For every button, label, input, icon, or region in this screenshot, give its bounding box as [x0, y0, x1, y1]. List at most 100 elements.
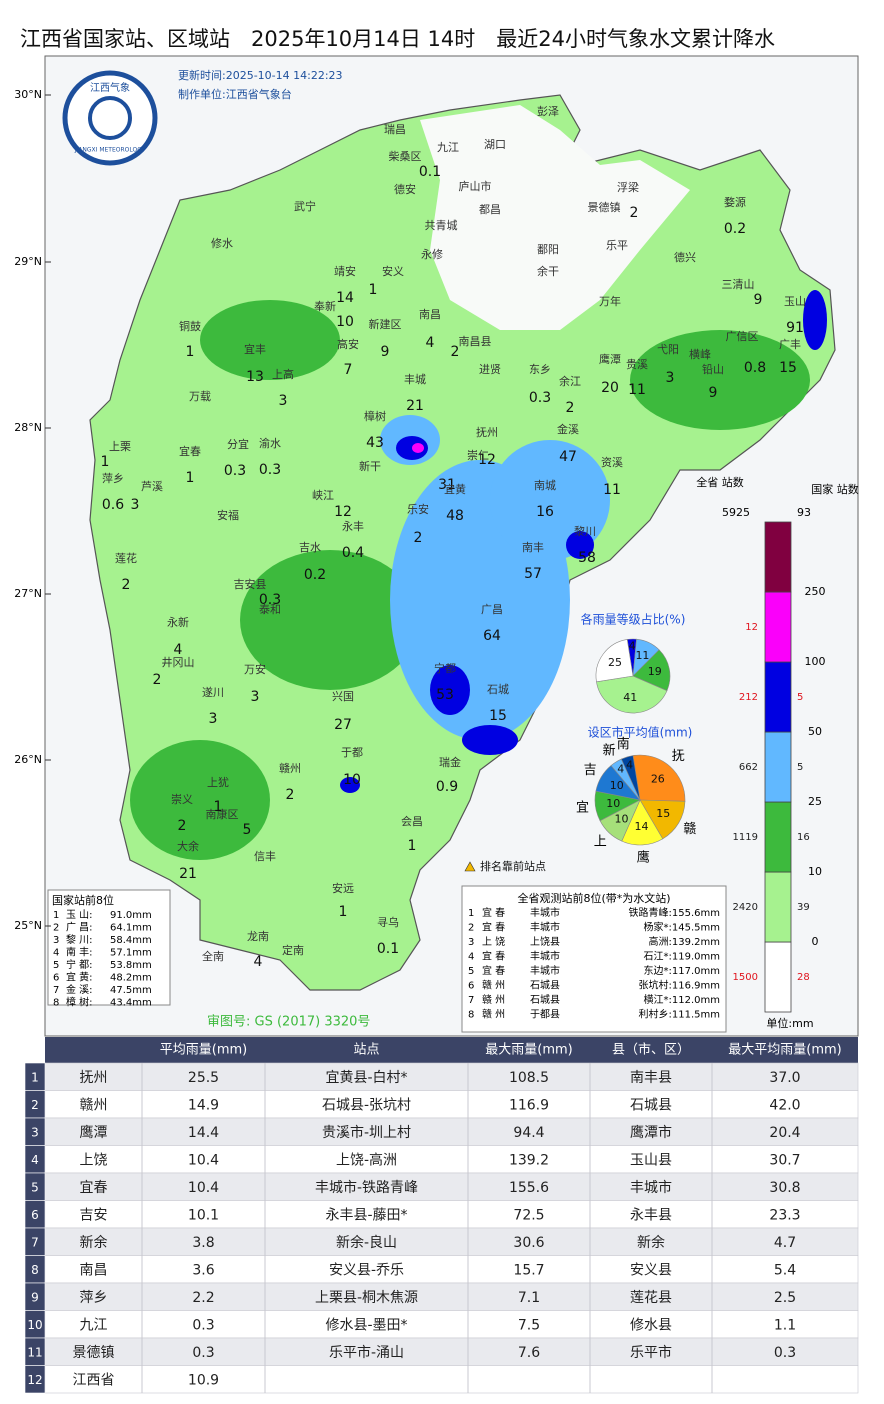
all-cell: 铁路青峰:155.6mm [629, 906, 720, 919]
rain-value: 11 [603, 482, 621, 498]
all-cell: 上 饶 [482, 935, 505, 948]
place-name: 井冈山 [162, 655, 195, 669]
logo-en: JIANGXI METEOROLOGY [74, 147, 146, 154]
national-cell: 4 [53, 948, 59, 959]
place-name: 铅山 [702, 362, 724, 376]
lat-label: 26°N [14, 753, 42, 766]
place-name: 婺源 [724, 195, 746, 209]
place-name: 永丰 [342, 519, 364, 533]
rain-value: 0.1 [377, 941, 399, 957]
rain-value: 3 [666, 370, 675, 386]
pie-value: 4 [629, 639, 636, 652]
rain-value: 2 [178, 818, 187, 834]
table-cell: 上饶 [80, 1152, 108, 1168]
review-number: 审图号: GS (2017) 3320号 [207, 1015, 370, 1030]
place-name: 宁都 [434, 661, 456, 675]
place-name: 鹰潭 [599, 352, 621, 366]
legend-national-header: 国家 站数 [811, 482, 859, 496]
all-cell: 6 [468, 981, 474, 992]
place-name: 新建区 [369, 317, 402, 331]
national-cell: 金 溪: [66, 983, 93, 996]
legend-national-count: 39 [797, 902, 810, 913]
place-name: 新干 [359, 459, 381, 473]
place-name: 万载 [189, 390, 211, 403]
pie-value: 19 [648, 665, 662, 678]
table-cell: 石城县-张坑村 [322, 1097, 411, 1113]
place-name: 萍乡 [102, 472, 124, 485]
legend-swatch [764, 591, 792, 663]
place-name: 广信区 [726, 330, 759, 343]
table-cell: 30.8 [769, 1180, 800, 1196]
place-name: 德安 [394, 182, 416, 196]
rain-value: 4 [174, 642, 183, 658]
pie-value: 25 [608, 656, 622, 669]
all-cell: 7 [468, 995, 474, 1006]
place-name: 莲花 [115, 552, 137, 565]
legend-swatch [764, 941, 792, 1013]
national-cell: 樟 树: [66, 996, 93, 1009]
table-row-bg [44, 1090, 859, 1119]
place-name: 乐平 [606, 239, 628, 252]
place-name: 南康区 [206, 807, 239, 821]
pie-value: 15 [656, 807, 670, 820]
rain-area [200, 300, 340, 380]
table-header-bg [45, 1037, 858, 1063]
table-cell: 7.1 [518, 1290, 540, 1306]
legend-threshold: 250 [805, 585, 826, 598]
place-name: 樟树 [364, 409, 386, 423]
place-name: 共青城 [425, 219, 458, 232]
logo-mark [88, 96, 132, 140]
map [89, 94, 836, 991]
place-name: 东乡 [529, 363, 551, 376]
all-cell: 1 [468, 908, 474, 919]
table: 平均雨量(mm) 站点 最大雨量(mm) 县（市、区） 最大平均雨量(mm)1 抚州 25.… [24, 1037, 859, 1394]
legend-swatch [764, 871, 792, 943]
rank-number: 5 [31, 1180, 39, 1194]
table-cell: 7.5 [518, 1317, 540, 1333]
place-name: 宜丰 [244, 342, 266, 356]
place-name: 靖安 [334, 264, 356, 278]
poyang-area [420, 105, 690, 330]
legend-unit: 单位:mm [766, 1016, 813, 1030]
rain-value: 0.1 [419, 164, 441, 180]
table-cell: 鹰潭 [80, 1124, 108, 1141]
table-header: 站点 [353, 1043, 379, 1058]
all-box [461, 885, 727, 1033]
place-name: 鄱阳 [537, 243, 559, 256]
rain-value: 31 [438, 477, 456, 493]
rain-value: 7 [344, 362, 353, 378]
national-cell: 48.2mm [110, 973, 152, 984]
all-cell: 宜 春 [482, 906, 505, 919]
table-cell: 1.1 [774, 1317, 796, 1333]
national-cell: 43.4mm [110, 998, 152, 1009]
place-name: 余干 [537, 264, 559, 278]
rain-value: 5 [243, 822, 252, 838]
rain-area [240, 550, 420, 690]
place-name: 铜鼓 [179, 319, 201, 333]
all-cell: 东边*:117.0mm [644, 964, 720, 977]
rain-value: 2 [122, 577, 131, 593]
all-cell: 丰城市 [530, 964, 560, 977]
place-name: 永修 [421, 247, 443, 261]
rain-value: 15 [779, 360, 797, 376]
all-cell: 杨家*:145.5mm [644, 921, 720, 934]
rain-value: 0.2 [304, 567, 326, 583]
rank-number: 12 [27, 1373, 42, 1387]
rain-value: 4 [254, 954, 263, 970]
all-cell: 石江*:119.0mm [644, 951, 720, 963]
rain-value: 4 [426, 335, 435, 351]
all-cell: 丰城市 [530, 950, 560, 963]
place-name: 黎川 [574, 524, 596, 538]
all-cell: 3 [468, 937, 474, 948]
place-name: 金溪 [557, 422, 579, 436]
table-cell: 0.3 [774, 1345, 796, 1361]
all-cell: 5 [468, 966, 474, 977]
pie-category: 南 [617, 736, 630, 752]
table-header: 最大平均雨量(mm) [728, 1043, 841, 1058]
rain-value: 0.9 [436, 779, 458, 795]
table-cell: 2.2 [192, 1290, 214, 1306]
national-cell: 6 [53, 973, 59, 984]
table-cell: 修水县-墨田* [325, 1317, 407, 1333]
pie-value: 11 [635, 649, 649, 662]
table-header: 县（市、区） [612, 1042, 690, 1058]
